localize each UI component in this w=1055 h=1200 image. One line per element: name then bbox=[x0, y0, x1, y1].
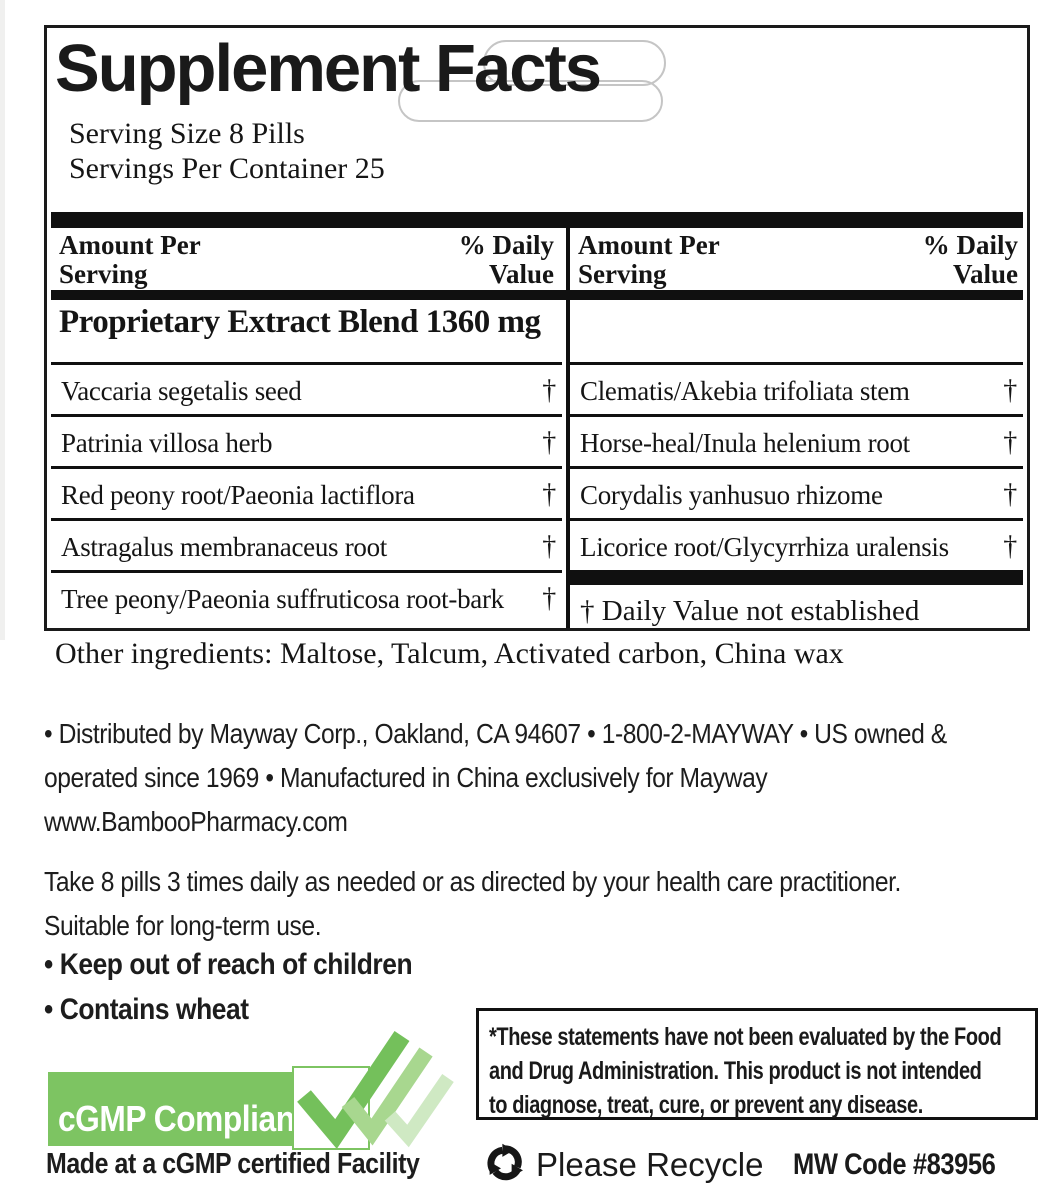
table-row: Patrinia villosa herb † bbox=[51, 414, 562, 466]
daily-value-dagger: † bbox=[1003, 479, 1017, 510]
website-url: www.BambooPharmacy.com bbox=[44, 806, 348, 837]
warning-keep-out-of-reach: • Keep out of reach of children bbox=[44, 948, 413, 981]
daily-value-dagger: † bbox=[542, 375, 556, 406]
directions-line: Suitable for long-term use. bbox=[44, 910, 322, 941]
table-row: Licorice root/Glycyrrhiza uralensis † bbox=[570, 518, 1023, 570]
supplement-facts-panel: Supplement Facts Serving Size 8 Pills Se… bbox=[44, 25, 1030, 631]
column-header-right: Amount Per Serving % Daily Value bbox=[578, 231, 1018, 289]
distribution-line: operated since 1969 • Manufactured in Ch… bbox=[44, 762, 768, 793]
column-divider bbox=[566, 212, 570, 628]
distribution-info: • Distributed by Mayway Corp., Oakland, … bbox=[44, 712, 1055, 844]
disclaimer-line: to diagnose, treat, cure, or prevent any… bbox=[489, 1091, 923, 1119]
daily-value-note: † Daily Value not established bbox=[580, 595, 920, 627]
table-row: Horse-heal/Inula helenium root † bbox=[570, 414, 1023, 466]
ingredient-name: Astragalus membranaceus root bbox=[61, 532, 387, 562]
ingredient-name: Tree peony/Paeonia suffruticosa root-bar… bbox=[61, 584, 504, 614]
directions-line: Take 8 pills 3 times daily as needed or … bbox=[44, 866, 901, 897]
divider-bar-header bbox=[51, 290, 1023, 300]
daily-value-dagger: † bbox=[1003, 427, 1017, 458]
other-ingredients: Other ingredients: Maltose, Talcum, Acti… bbox=[55, 637, 844, 670]
panel-title: Supplement Facts bbox=[55, 31, 602, 106]
daily-value-dagger: † bbox=[542, 427, 556, 458]
ingredient-name: Red peony root/Paeonia lactiflora bbox=[61, 480, 415, 510]
recycle-label: Please Recycle bbox=[536, 1146, 764, 1183]
ingredient-name: Clematis/Akebia trifoliata stem bbox=[580, 376, 910, 406]
servings-per-container: Servings Per Container 25 bbox=[69, 152, 385, 185]
ingredient-column-right: Clematis/Akebia trifoliata stem † Horse-… bbox=[570, 362, 1023, 628]
ingredient-name: Horse-heal/Inula helenium root bbox=[580, 428, 910, 458]
capsule-watermark-icon bbox=[483, 40, 666, 86]
ingredient-name: Licorice root/Glycyrrhiza uralensis bbox=[580, 532, 949, 562]
table-row: Clematis/Akebia trifoliata stem † bbox=[570, 362, 1023, 414]
ingredient-column-left: Vaccaria segetalis seed † Patrinia villo… bbox=[51, 362, 562, 622]
capsule-watermark-icon bbox=[398, 80, 663, 122]
serving-info: Serving Size 8 Pills Servings Per Contai… bbox=[69, 116, 385, 186]
daily-value-dagger: † bbox=[1003, 531, 1017, 562]
ingredient-name: Corydalis yanhusuo rhizome bbox=[580, 480, 883, 510]
amount-per-serving-header: Amount Per Serving bbox=[578, 230, 720, 289]
table-row: Red peony root/Paeonia lactiflora † bbox=[51, 466, 562, 518]
table-row: Tree peony/Paeonia suffruticosa root-bar… bbox=[51, 570, 562, 622]
daily-value-dagger: † bbox=[542, 479, 556, 510]
column-header-left: Amount Per Serving % Daily Value bbox=[59, 231, 554, 289]
mw-code: MW Code #83956 bbox=[793, 1148, 996, 1181]
cgmp-badge-label: cGMP Compliant bbox=[58, 1098, 305, 1139]
daily-value-dagger: † bbox=[1003, 375, 1017, 406]
daily-value-header: % Daily Value bbox=[458, 230, 554, 289]
amount-per-serving-header: Amount Per Serving bbox=[59, 230, 201, 289]
distribution-line: • Distributed by Mayway Corp., Oakland, … bbox=[44, 718, 947, 749]
table-row: Corydalis yanhusuo rhizome † bbox=[570, 466, 1023, 518]
cgmp-facility-note: Made at a cGMP certified Facility bbox=[46, 1148, 420, 1180]
ingredient-name: Patrinia villosa herb bbox=[61, 428, 273, 458]
directions: Take 8 pills 3 times daily as needed or … bbox=[44, 860, 1018, 948]
daily-value-dagger: † bbox=[542, 583, 556, 614]
divider-bar-top bbox=[51, 212, 1023, 228]
label-edge bbox=[0, 0, 5, 640]
blend-title: Proprietary Extract Blend 1360 mg bbox=[59, 304, 541, 340]
table-row: Astragalus membranaceus root † bbox=[51, 518, 562, 570]
ingredient-name: Vaccaria segetalis seed bbox=[61, 376, 302, 406]
recycle-icon bbox=[487, 1143, 523, 1181]
warning-contains-wheat: • Contains wheat bbox=[44, 993, 249, 1026]
daily-value-header: % Daily Value bbox=[922, 230, 1018, 289]
table-row: Vaccaria segetalis seed † bbox=[51, 362, 562, 414]
cgmp-badge: cGMP Compliant bbox=[48, 1072, 305, 1146]
triple-checkmark-icon bbox=[297, 1030, 454, 1148]
disclaimer-line: and Drug Administration. This product is… bbox=[489, 1057, 982, 1085]
daily-value-dagger: † bbox=[542, 531, 556, 562]
divider-bar-note bbox=[570, 570, 1023, 585]
disclaimer-line: *These statements have not been evaluate… bbox=[489, 1023, 1002, 1051]
fda-disclaimer-box: *These statements have not been evaluate… bbox=[476, 1008, 1038, 1120]
serving-size: Serving Size 8 Pills bbox=[69, 117, 305, 150]
